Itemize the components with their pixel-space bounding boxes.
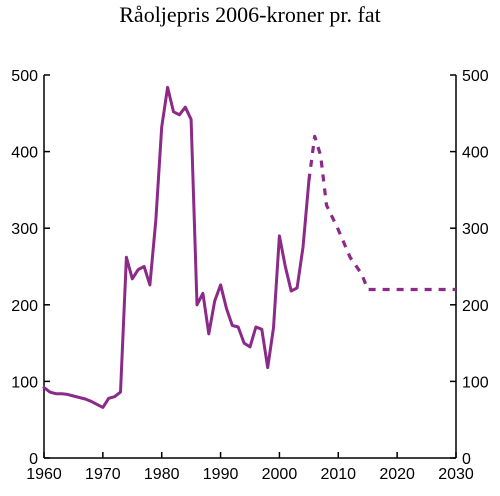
y-tick-label-left: 0: [29, 451, 38, 468]
x-tick-label: 1980: [144, 466, 180, 483]
series-line-historical: [42, 85, 311, 409]
y-tick-label-right: 500: [462, 68, 489, 85]
x-tick-label: 1990: [203, 466, 239, 483]
y-tick-label-left: 400: [11, 145, 38, 162]
y-tick-label-left: 500: [11, 68, 38, 85]
y-tick-label-right: 400: [462, 145, 489, 162]
tick-labels: 0 0 100 100 200 200 300 300 400 400 500 500 1960 1970…: [11, 68, 489, 483]
y-tick-label-left: 300: [11, 221, 38, 238]
axes: [43, 74, 457, 459]
x-tick-label: 2000: [262, 466, 298, 483]
series-line-forecast: [307, 134, 456, 292]
y-tick-label-right: 200: [462, 298, 489, 315]
y-tick-label-left: 200: [11, 298, 38, 315]
y-tick-label-right: 100: [462, 374, 489, 391]
chart-title: Råoljepris 2006-kroner pr. fat: [119, 2, 381, 27]
series-layer: [42, 85, 456, 409]
x-tick-label: 1960: [26, 466, 62, 483]
y-tick-label-right: 300: [462, 221, 489, 238]
x-tick-label: 2010: [320, 466, 356, 483]
y-tick-label-left: 100: [11, 374, 38, 391]
x-tick-label: 2020: [379, 466, 415, 483]
x-tick-label: 2030: [438, 466, 474, 483]
x-tick-label: 1970: [85, 466, 121, 483]
y-tick-label-right: 0: [462, 451, 471, 468]
